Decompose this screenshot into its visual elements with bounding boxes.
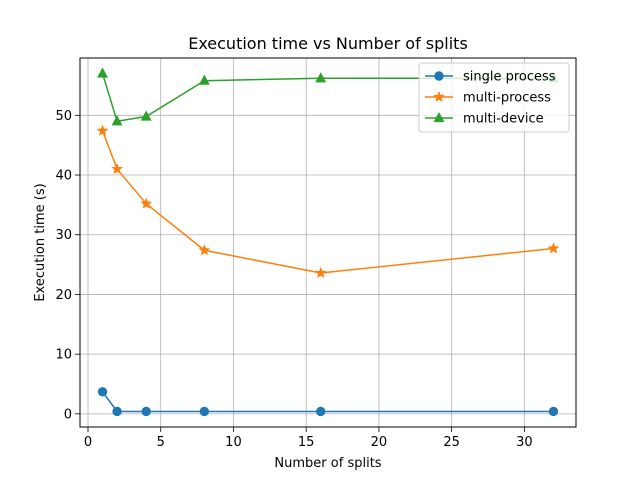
- data-point: [548, 406, 559, 417]
- x-tick-label: 10: [225, 435, 242, 450]
- data-point: [111, 162, 123, 175]
- legend-box: [418, 62, 570, 133]
- y-axis: 0 10 20 30 40 50: [55, 109, 80, 422]
- y-tick-label: 30: [55, 228, 72, 243]
- legend-marker: [433, 90, 445, 102]
- data-point: [547, 242, 560, 254]
- data-point: [112, 406, 122, 417]
- series-line-multi-device: [101, 73, 554, 123]
- data-point: [97, 387, 108, 397]
- data-point: [199, 406, 210, 417]
- data-point: [198, 244, 211, 256]
- grid-lines: [80, 58, 576, 427]
- data-point: [314, 266, 327, 278]
- legend-label: multi-process: [463, 91, 551, 106]
- chart-title: Execution time vs Number of splits: [188, 34, 468, 53]
- x-tick-label: 0: [84, 435, 92, 450]
- data-point: [140, 110, 152, 121]
- y-axis-title: Execution time (s): [33, 183, 48, 301]
- legend-marker: [433, 111, 445, 123]
- y-tick-label: 0: [64, 407, 72, 422]
- plot-area-frame: [79, 57, 577, 428]
- x-tick-label: 20: [371, 435, 388, 450]
- y-tick-label: 20: [55, 288, 72, 303]
- data-point: [97, 67, 108, 78]
- x-tick-label: 25: [443, 435, 460, 450]
- x-tick-label: 15: [298, 435, 315, 450]
- data-point: [315, 72, 327, 83]
- x-tick-label: 30: [516, 435, 533, 450]
- data-point: [140, 197, 153, 209]
- legend-label: single process: [463, 70, 556, 85]
- data-point: [111, 115, 123, 126]
- data-point: [96, 124, 109, 136]
- x-axis: 0 5 10 15 20 25 30: [84, 427, 533, 450]
- series-markers: [96, 67, 560, 417]
- y-tick-label: 50: [55, 109, 72, 124]
- series-line-multi-process: [101, 130, 554, 274]
- legend-label: multi-device: [463, 112, 544, 127]
- x-axis-title: Number of splits: [274, 456, 381, 471]
- y-tick-label: 10: [55, 348, 72, 363]
- data-point: [198, 74, 210, 85]
- y-tick-label: 40: [55, 169, 72, 184]
- legend: single process multi-process multi-device: [418, 62, 570, 133]
- legend-marker: [434, 71, 444, 81]
- data-point: [316, 406, 326, 417]
- data-point: [141, 406, 151, 417]
- x-tick-label: 5: [157, 435, 165, 450]
